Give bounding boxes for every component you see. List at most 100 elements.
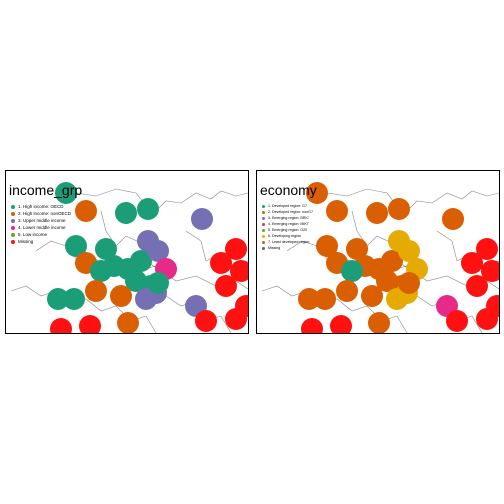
country-bubble <box>381 250 403 272</box>
country-bubble <box>398 240 420 262</box>
country-bubble <box>75 200 97 222</box>
economy-bubbles <box>298 182 499 333</box>
country-bubble <box>210 252 232 274</box>
country-bubble <box>85 280 107 302</box>
legend-item: 6. Developing region <box>262 233 313 239</box>
legend-swatch <box>11 225 15 230</box>
legend-swatch <box>262 228 265 232</box>
legend-label: 6. Developing region <box>268 234 301 238</box>
country-bubble <box>388 198 410 220</box>
map-canvas <box>10 182 248 333</box>
country-bubble <box>191 208 213 230</box>
country-bubble <box>386 288 408 310</box>
legend-item: 1. Developed region: G7 <box>262 203 313 209</box>
country-bubble <box>135 288 157 310</box>
country-bubble <box>481 260 499 282</box>
legend-label: 7. Least developed region <box>268 240 310 244</box>
country-bubble <box>115 202 137 224</box>
legend-swatch <box>262 210 265 214</box>
legend-swatch <box>262 246 265 250</box>
country-bubble <box>466 275 488 297</box>
map-panel-economy: economy 1. Developed region: G7 2. Develo… <box>256 170 500 334</box>
country-bubble <box>461 252 483 274</box>
legend-item: Missing <box>262 245 313 251</box>
legend-item: 2. Developed region: nonG7 <box>262 209 313 215</box>
legend-swatch <box>11 232 15 237</box>
legend-swatch <box>262 222 265 226</box>
legend-label: 1. High income: OECD <box>18 204 64 209</box>
legend-swatch <box>262 216 265 220</box>
legend-label: 4. Emerging region: MIKT <box>268 222 309 226</box>
legend-swatch <box>262 204 265 208</box>
country-bubble <box>47 288 69 310</box>
country-bubble <box>230 260 248 282</box>
legend-label: 1. Developed region: G7 <box>268 204 307 208</box>
legend-item: 2. High income: nonOECD <box>11 210 71 217</box>
legend-label: 4. Lower middle income <box>18 225 66 230</box>
legend-item: Missing <box>11 238 71 245</box>
country-bubble <box>130 250 152 272</box>
country-bubble <box>336 280 358 302</box>
country-bubble <box>361 285 383 307</box>
legend-swatch <box>11 239 15 244</box>
map-canvas <box>261 182 499 333</box>
legend-item: 4. Emerging region: MIKT <box>262 221 313 227</box>
country-bubble <box>63 288 85 310</box>
country-bubble <box>225 238 247 260</box>
country-bubble <box>341 260 363 282</box>
legend-swatch <box>11 204 15 209</box>
country-bubble <box>398 272 420 294</box>
legend-swatch <box>11 211 15 216</box>
country-bubble <box>486 295 499 317</box>
legend-item: 3. Upper middle income <box>11 217 71 224</box>
country-bubble <box>368 312 390 333</box>
income-bubbles <box>47 182 248 333</box>
legend-label: 5. Low income <box>18 232 48 237</box>
legend-label: 2. Developed region: nonG7 <box>268 210 313 214</box>
legend: 1. High income: OECD 2. High income: nonO… <box>11 203 71 245</box>
country-bubble <box>326 200 348 222</box>
map-panel-income-grp: income_grp 1. High income: OECD 2. High i… <box>5 170 249 334</box>
legend-label: 3. Emerging region: BRIC <box>268 216 309 220</box>
country-bubble <box>301 318 323 333</box>
country-bubble <box>330 315 352 333</box>
legend-item: 7. Least developed region <box>262 239 313 245</box>
legend-label: 3. Upper middle income <box>18 218 66 223</box>
legend-swatch <box>11 218 15 223</box>
legend-label: Missing <box>268 246 281 250</box>
country-bubble <box>90 260 112 282</box>
legend-swatch <box>262 240 265 244</box>
country-bubble <box>79 315 101 333</box>
legend-label: Missing <box>18 239 34 244</box>
country-bubble <box>117 312 139 333</box>
legend-item: 4. Lower middle income <box>11 224 71 231</box>
country-bubble <box>147 240 169 262</box>
legend-swatch <box>262 234 265 238</box>
country-bubble <box>316 235 338 257</box>
legend-item: 1. High income: OECD <box>11 203 71 210</box>
country-bubble <box>366 202 388 224</box>
country-bubble <box>314 288 336 310</box>
map-title: economy <box>260 182 317 198</box>
country-bubble <box>215 275 237 297</box>
country-bubble <box>298 288 320 310</box>
country-bubble <box>476 238 498 260</box>
country-bubble <box>346 238 368 260</box>
country-bubble <box>442 208 464 230</box>
country-bubble <box>50 318 72 333</box>
legend-item: 5. Emerging region: G20 <box>262 227 313 233</box>
country-bubble <box>147 272 169 294</box>
legend-item: 3. Emerging region: BRIC <box>262 215 313 221</box>
country-bubble <box>446 310 468 332</box>
legend-item: 5. Low income <box>11 231 71 238</box>
country-bubble <box>110 285 132 307</box>
country-bubble <box>95 238 117 260</box>
country-bubble <box>55 182 77 204</box>
legend-label: 2. High income: nonOECD <box>18 211 72 216</box>
map-title: income_grp <box>9 182 83 198</box>
legend-label: 5. Emerging region: G20 <box>268 228 308 232</box>
country-bubble <box>306 182 328 204</box>
country-bubble <box>137 198 159 220</box>
country-bubble <box>65 235 87 257</box>
legend: 1. Developed region: G7 2. Developed regi… <box>262 203 313 251</box>
